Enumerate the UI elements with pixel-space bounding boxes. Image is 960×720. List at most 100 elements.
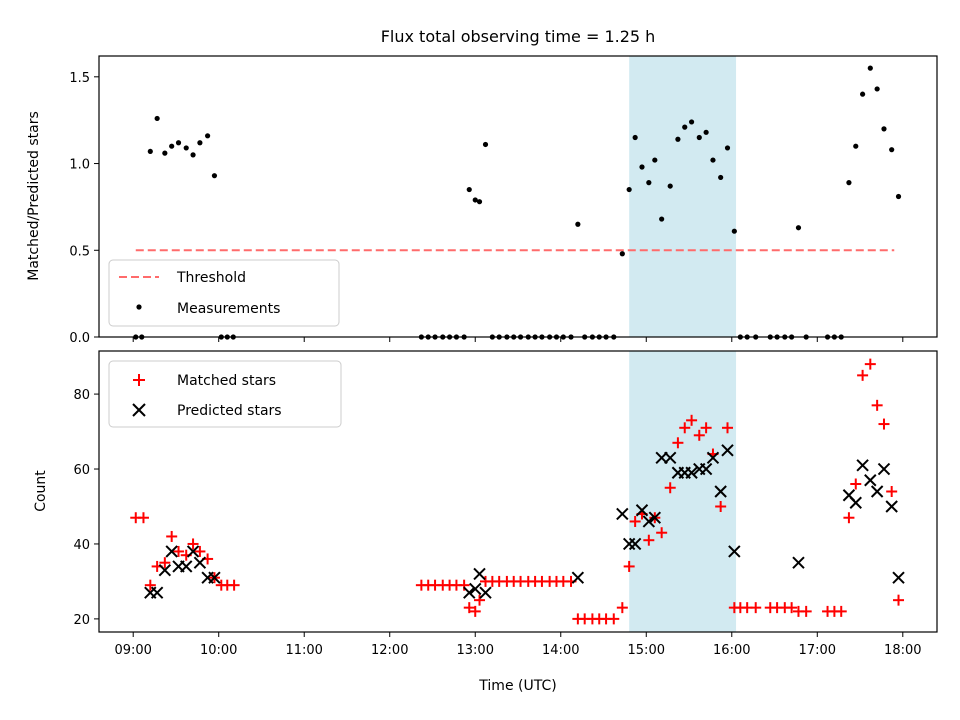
bottom-panel: 09:00 10:00 11:00 12:00 13:00 14:00 15:00 16:00…: [33, 350, 938, 694]
y-tick-label: 80: [73, 388, 90, 403]
predicted-stars-point: [158, 563, 172, 577]
matched-stars-point: [159, 557, 171, 569]
measurement-point: [731, 228, 737, 234]
matched-stars-point: [700, 422, 712, 434]
predicted-stars-point: [186, 545, 200, 558]
predicted-stars-point: [877, 462, 891, 476]
measurement-point: [154, 115, 160, 122]
predicted-stars-point: [699, 462, 713, 476]
matched-stars-point: [463, 602, 475, 614]
legend-predicted-swatch: [132, 403, 146, 417]
predicted-stars-point: [870, 485, 884, 498]
predicted-stars-point: [479, 586, 492, 599]
measurement-point: [667, 183, 673, 189]
x-tick-label: 10:00: [200, 643, 237, 658]
predicted-stars-point: [685, 466, 698, 479]
measurement-point: [211, 173, 218, 179]
matched-stars-point: [715, 500, 727, 512]
y-tick-label: 1.5: [69, 71, 90, 86]
measurement-point: [696, 134, 702, 141]
measurement-point: [183, 145, 189, 151]
y-tick-label: 1.0: [69, 158, 90, 173]
predicted-stars-point: [635, 504, 649, 517]
bottom-shaded-interval: [629, 351, 737, 632]
matched-stars-point: [672, 437, 684, 449]
measurement-point: [162, 150, 168, 156]
y-tick-label: 0.5: [69, 244, 90, 259]
measurement-point: [795, 225, 802, 231]
measurement-point: [169, 143, 175, 149]
x-tick-label: 17:00: [799, 643, 836, 658]
predicted-stars-point: [628, 537, 642, 551]
predicted-stars-point: [165, 545, 178, 558]
measurement-point: [710, 157, 716, 163]
measurement-point: [472, 197, 478, 203]
y-tick-label: 60: [73, 463, 90, 478]
matched-stars-point: [656, 527, 668, 539]
predicted-stars-point: [664, 451, 677, 464]
legend-predicted-label: Predicted stars: [177, 403, 282, 419]
matched-stars-point: [722, 422, 733, 434]
matched-stars-point: [835, 605, 847, 617]
predicted-stars-point: [706, 451, 720, 464]
measurement-point: [639, 164, 645, 170]
x-tick-label: 12:00: [371, 643, 408, 658]
predicted-stars-point: [616, 507, 629, 521]
top-legend: Threshold Measurements: [108, 259, 340, 327]
predicted-stars-point: [150, 586, 164, 599]
predicted-stars-point: [208, 571, 221, 584]
measurement-point: [895, 193, 902, 200]
matched-stars-point: [469, 605, 481, 617]
predicted-stars-point: [728, 545, 741, 558]
measurement-point: [652, 157, 658, 163]
measurement-point: [575, 221, 581, 227]
measurement-point: [466, 186, 472, 193]
matched-stars-point: [144, 579, 156, 591]
chart-title: Flux total observing time = 1.25 h: [381, 27, 656, 46]
matched-stars-point: [878, 418, 890, 430]
x-tick-label: 16:00: [713, 643, 750, 658]
measurement-point: [646, 180, 652, 186]
top-shaded-interval: [629, 56, 737, 337]
measurement-point: [632, 134, 638, 141]
measurement-point: [197, 140, 203, 146]
predicted-stars-point: [473, 567, 486, 581]
matched-stars-point: [857, 369, 869, 381]
x-tick-label: 09:00: [114, 643, 151, 658]
measurement-point: [874, 86, 880, 92]
matched-stars-point: [173, 545, 185, 557]
x-tick-label: 15:00: [628, 643, 665, 658]
measurement-point: [867, 65, 873, 71]
matched-stars-point: [228, 579, 240, 591]
measurement-point: [682, 124, 688, 130]
x-axis-label: Time (UTC): [478, 678, 556, 694]
matched-stars-point: [458, 579, 470, 591]
measurement-point: [482, 141, 489, 148]
measurement-point: [147, 148, 153, 155]
measurement-point: [619, 251, 625, 257]
bottom-legend: Matched stars Predicted stars: [108, 360, 342, 428]
matched-stars-point: [679, 422, 691, 434]
matched-stars-point: [864, 358, 876, 370]
matched-stars-point: [194, 545, 206, 557]
top-y-axis-label: Matched/Predicted stars: [26, 111, 42, 281]
legend-threshold-label: Threshold: [176, 270, 246, 286]
matched-stars-point: [166, 530, 178, 542]
y-tick-label: 0.0: [69, 331, 90, 346]
matched-stars-point: [664, 482, 676, 494]
predicted-stars-point: [849, 496, 862, 509]
y-tick-label: 40: [73, 538, 90, 553]
top-panel: 0.0 0.5 1.0 1.5 Matched/Predicted stars Thr…: [26, 55, 938, 346]
measurement-point: [846, 180, 852, 186]
legend-matched-swatch: [133, 374, 145, 386]
predicted-stars-point: [648, 511, 662, 524]
x-tick-label: 13:00: [457, 643, 494, 658]
legend-measurements-label: Measurements: [177, 301, 280, 317]
predicted-stars-point: [571, 571, 585, 584]
matched-stars-point: [750, 602, 762, 614]
y-tick-label: 20: [73, 613, 90, 628]
predicted-stars-point: [714, 485, 727, 498]
measurement-point: [476, 199, 483, 205]
matched-stars-point: [187, 538, 199, 550]
